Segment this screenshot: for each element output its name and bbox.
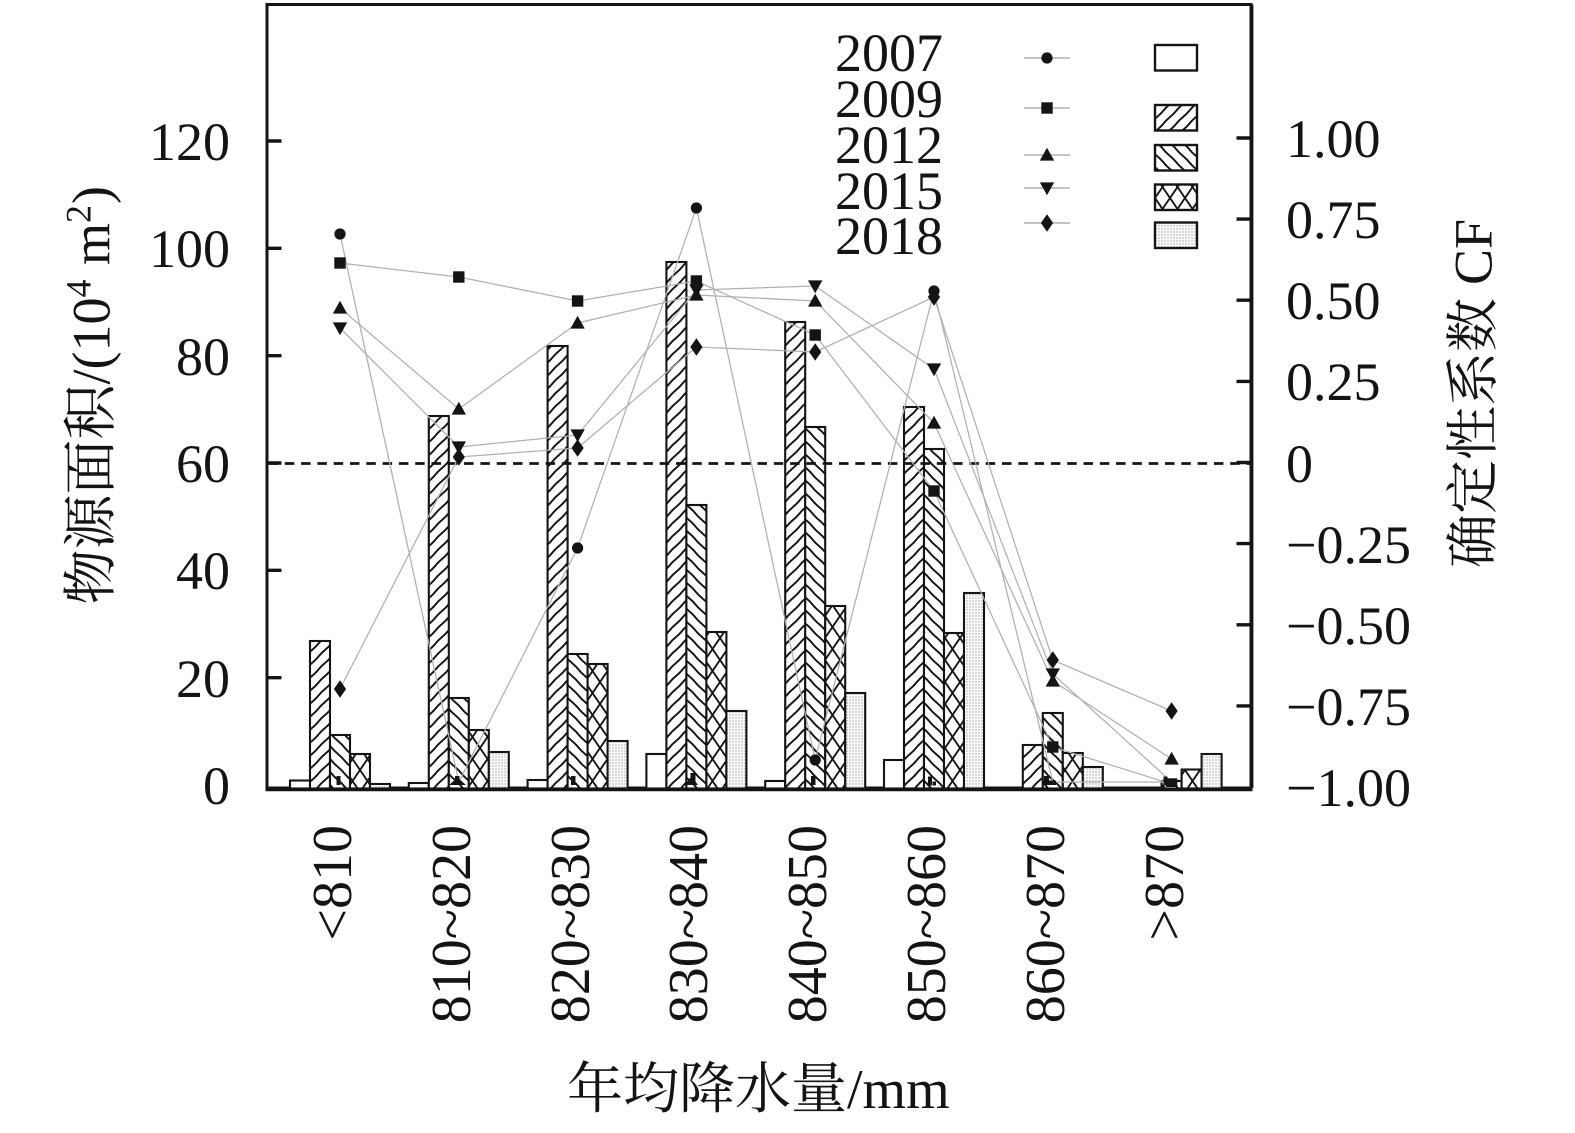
svg-text:−0.50: −0.50 — [1286, 596, 1411, 656]
svg-text:<810: <810 — [302, 825, 364, 941]
svg-text:40: 40 — [176, 541, 230, 601]
svg-text:): ) — [62, 186, 122, 204]
svg-text:/(10: /(10 — [62, 298, 122, 385]
svg-text:830~840: 830~840 — [658, 825, 720, 1023]
svg-text:850~860: 850~860 — [896, 825, 958, 1023]
svg-text:60: 60 — [176, 434, 230, 494]
svg-text:>870: >870 — [1134, 825, 1196, 941]
svg-text:2009: 2009 — [835, 69, 943, 129]
svg-text:120: 120 — [149, 112, 230, 172]
svg-text:860~870: 860~870 — [1015, 825, 1077, 1023]
svg-text:CF: CF — [1444, 219, 1504, 285]
svg-text:m: m — [62, 223, 122, 279]
svg-text:0.75: 0.75 — [1286, 190, 1381, 250]
svg-text:840~850: 840~850 — [777, 825, 839, 1023]
svg-text:20: 20 — [176, 649, 230, 709]
svg-text:0: 0 — [1286, 434, 1313, 494]
svg-text:0.25: 0.25 — [1286, 352, 1381, 412]
svg-text:810~820: 810~820 — [421, 825, 483, 1023]
svg-text:/mm: /mm — [847, 1059, 950, 1121]
svg-text:2018: 2018 — [835, 206, 943, 266]
svg-text:820~830: 820~830 — [540, 825, 602, 1023]
svg-text:2012: 2012 — [835, 115, 943, 175]
svg-text:0.50: 0.50 — [1286, 271, 1381, 331]
svg-text:4: 4 — [59, 280, 99, 298]
svg-text:−0.75: −0.75 — [1286, 677, 1411, 737]
svg-text:2007: 2007 — [835, 23, 943, 83]
svg-text:1.00: 1.00 — [1286, 109, 1381, 169]
svg-text:100: 100 — [149, 219, 230, 279]
svg-text:−0.25: −0.25 — [1286, 515, 1411, 575]
svg-text:−1.00: −1.00 — [1286, 758, 1411, 818]
svg-text:2015: 2015 — [835, 161, 943, 221]
svg-text:0: 0 — [203, 756, 230, 816]
svg-text:2: 2 — [59, 205, 99, 223]
svg-text:80: 80 — [176, 327, 230, 387]
